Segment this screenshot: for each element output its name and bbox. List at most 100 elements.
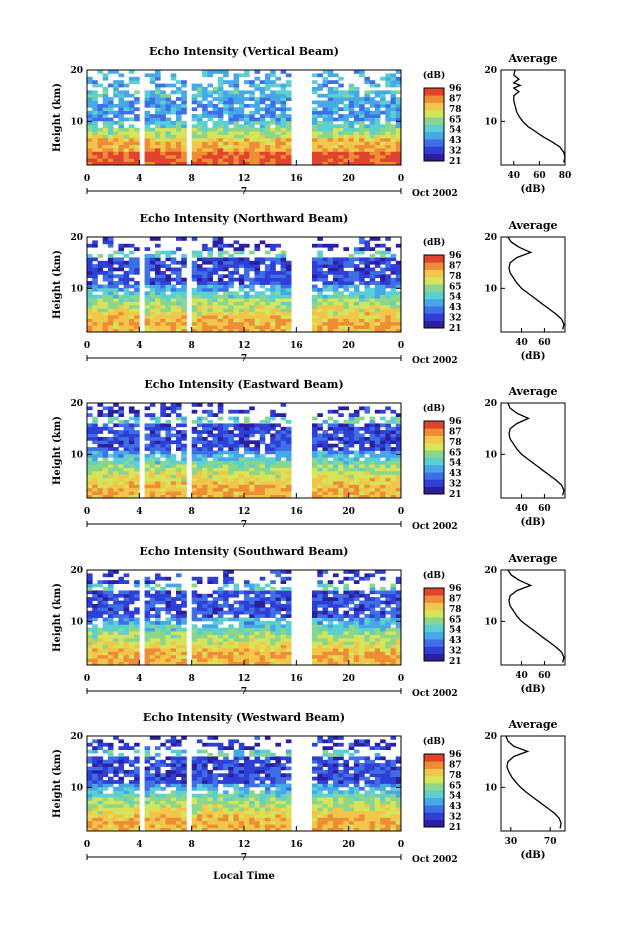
heatmap-cell	[385, 281, 391, 285]
heatmap-cell	[196, 484, 203, 489]
heatmap-cell	[238, 141, 245, 146]
heatmap-cell	[118, 464, 124, 468]
heatmap-cell	[285, 154, 292, 159]
heatmap-cell	[217, 264, 224, 268]
heatmap-cell	[353, 318, 360, 323]
heatmap-cell	[238, 301, 245, 306]
heatmap-cell	[149, 467, 156, 472]
heatmap-cell	[327, 651, 334, 656]
heatmap-cell	[364, 409, 370, 414]
heatmap-cell	[223, 440, 229, 445]
heatmap-cell	[395, 100, 402, 105]
heatmap-cell	[102, 287, 109, 292]
heatmap-cell	[181, 481, 187, 485]
heatmap-cell	[254, 467, 261, 472]
heatmap-cell	[317, 433, 323, 438]
heatmap-cell	[364, 470, 370, 475]
heatmap-cell	[87, 260, 93, 265]
heatmap-cell	[107, 583, 114, 588]
heatmap-cell	[228, 464, 234, 468]
heatmap-cell	[97, 161, 104, 166]
heatmap-cell	[123, 315, 130, 319]
heatmap-cell	[165, 110, 172, 115]
heatmap-cell	[113, 315, 119, 319]
heatmap-cell	[275, 627, 281, 632]
heatmap-cell	[144, 433, 151, 438]
heatmap-cell	[134, 325, 140, 329]
heatmap-cell	[113, 120, 119, 125]
heatmap-cell	[128, 267, 135, 272]
heatmap-cell	[359, 144, 365, 149]
heatmap-cell	[107, 634, 114, 639]
heatmap-cell	[254, 487, 261, 492]
heatmap-cell	[160, 447, 166, 451]
heatmap-cell	[238, 487, 245, 492]
heatmap-cell	[123, 423, 130, 428]
heatmap-cell	[254, 597, 261, 601]
heatmap-cell	[144, 148, 151, 152]
heatmap-cell	[259, 576, 266, 581]
heatmap-cell	[327, 270, 334, 275]
heatmap-cell	[155, 631, 161, 635]
heatmap-cell	[212, 70, 219, 74]
heatmap-cell	[333, 661, 339, 666]
heatmap-cell	[181, 658, 187, 662]
heatmap-cell	[97, 83, 104, 88]
heatmap-cell	[102, 610, 109, 615]
heatmap-cell	[212, 487, 219, 492]
heatmap-cell	[176, 117, 182, 122]
heatmap-cell	[233, 144, 240, 149]
heatmap-cell	[144, 654, 151, 659]
heatmap-cell	[202, 624, 208, 629]
heatmap-cell	[264, 315, 271, 319]
heatmap-cell	[128, 610, 135, 615]
heatmap-cell	[207, 614, 213, 618]
heatmap-cell	[212, 318, 219, 323]
heatmap-cell	[348, 440, 355, 445]
heatmap-cell	[270, 641, 276, 646]
heatmap-cell	[374, 641, 381, 646]
heatmap-cell	[275, 603, 281, 608]
heatmap-cell	[97, 607, 104, 612]
heatmap-cell	[207, 277, 213, 282]
heatmap-cell	[118, 590, 124, 595]
heatmap-cell	[97, 597, 104, 601]
heatmap-cell	[170, 260, 177, 265]
heatmap-cell	[380, 254, 386, 258]
heatmap-cell	[380, 315, 386, 319]
heatmap-cell	[280, 587, 287, 591]
heatmap-cell	[395, 470, 402, 475]
heatmap-cell	[380, 294, 386, 299]
heatmap-cell	[134, 409, 140, 414]
heatmap-cell	[359, 470, 365, 475]
heatmap-cell	[238, 311, 245, 316]
heatmap-cell	[196, 281, 203, 285]
heatmap-cell	[385, 120, 391, 125]
heatmap-cell	[317, 477, 323, 482]
heatmap-cell	[317, 450, 323, 455]
heatmap-cell	[244, 597, 250, 601]
heatmap-cell	[254, 620, 261, 625]
heatmap-cell	[390, 587, 397, 591]
heatmap-cell	[327, 141, 334, 146]
heatmap-cell	[181, 83, 187, 88]
colorbar-swatch	[424, 442, 444, 451]
heatmap-cell	[92, 460, 98, 465]
heatmap-cell	[123, 447, 130, 451]
heatmap-cell	[364, 430, 370, 434]
heatmap-cell	[155, 318, 161, 323]
heatmap-cell	[264, 631, 271, 635]
heatmap-cell	[259, 148, 266, 152]
heatmap-cell	[118, 107, 124, 112]
heatmap-cell	[196, 284, 203, 289]
heatmap-cell	[191, 593, 198, 598]
heatmap-cell	[128, 100, 135, 105]
heatmap-cell	[191, 294, 198, 299]
heatmap-cell	[395, 284, 402, 289]
heatmap-cell	[217, 76, 224, 81]
heatmap-cell	[285, 450, 292, 455]
heatmap-cell	[118, 617, 124, 622]
heatmap-cell	[102, 590, 109, 595]
heatmap-cell	[107, 134, 114, 139]
heatmap-cell	[92, 450, 98, 455]
